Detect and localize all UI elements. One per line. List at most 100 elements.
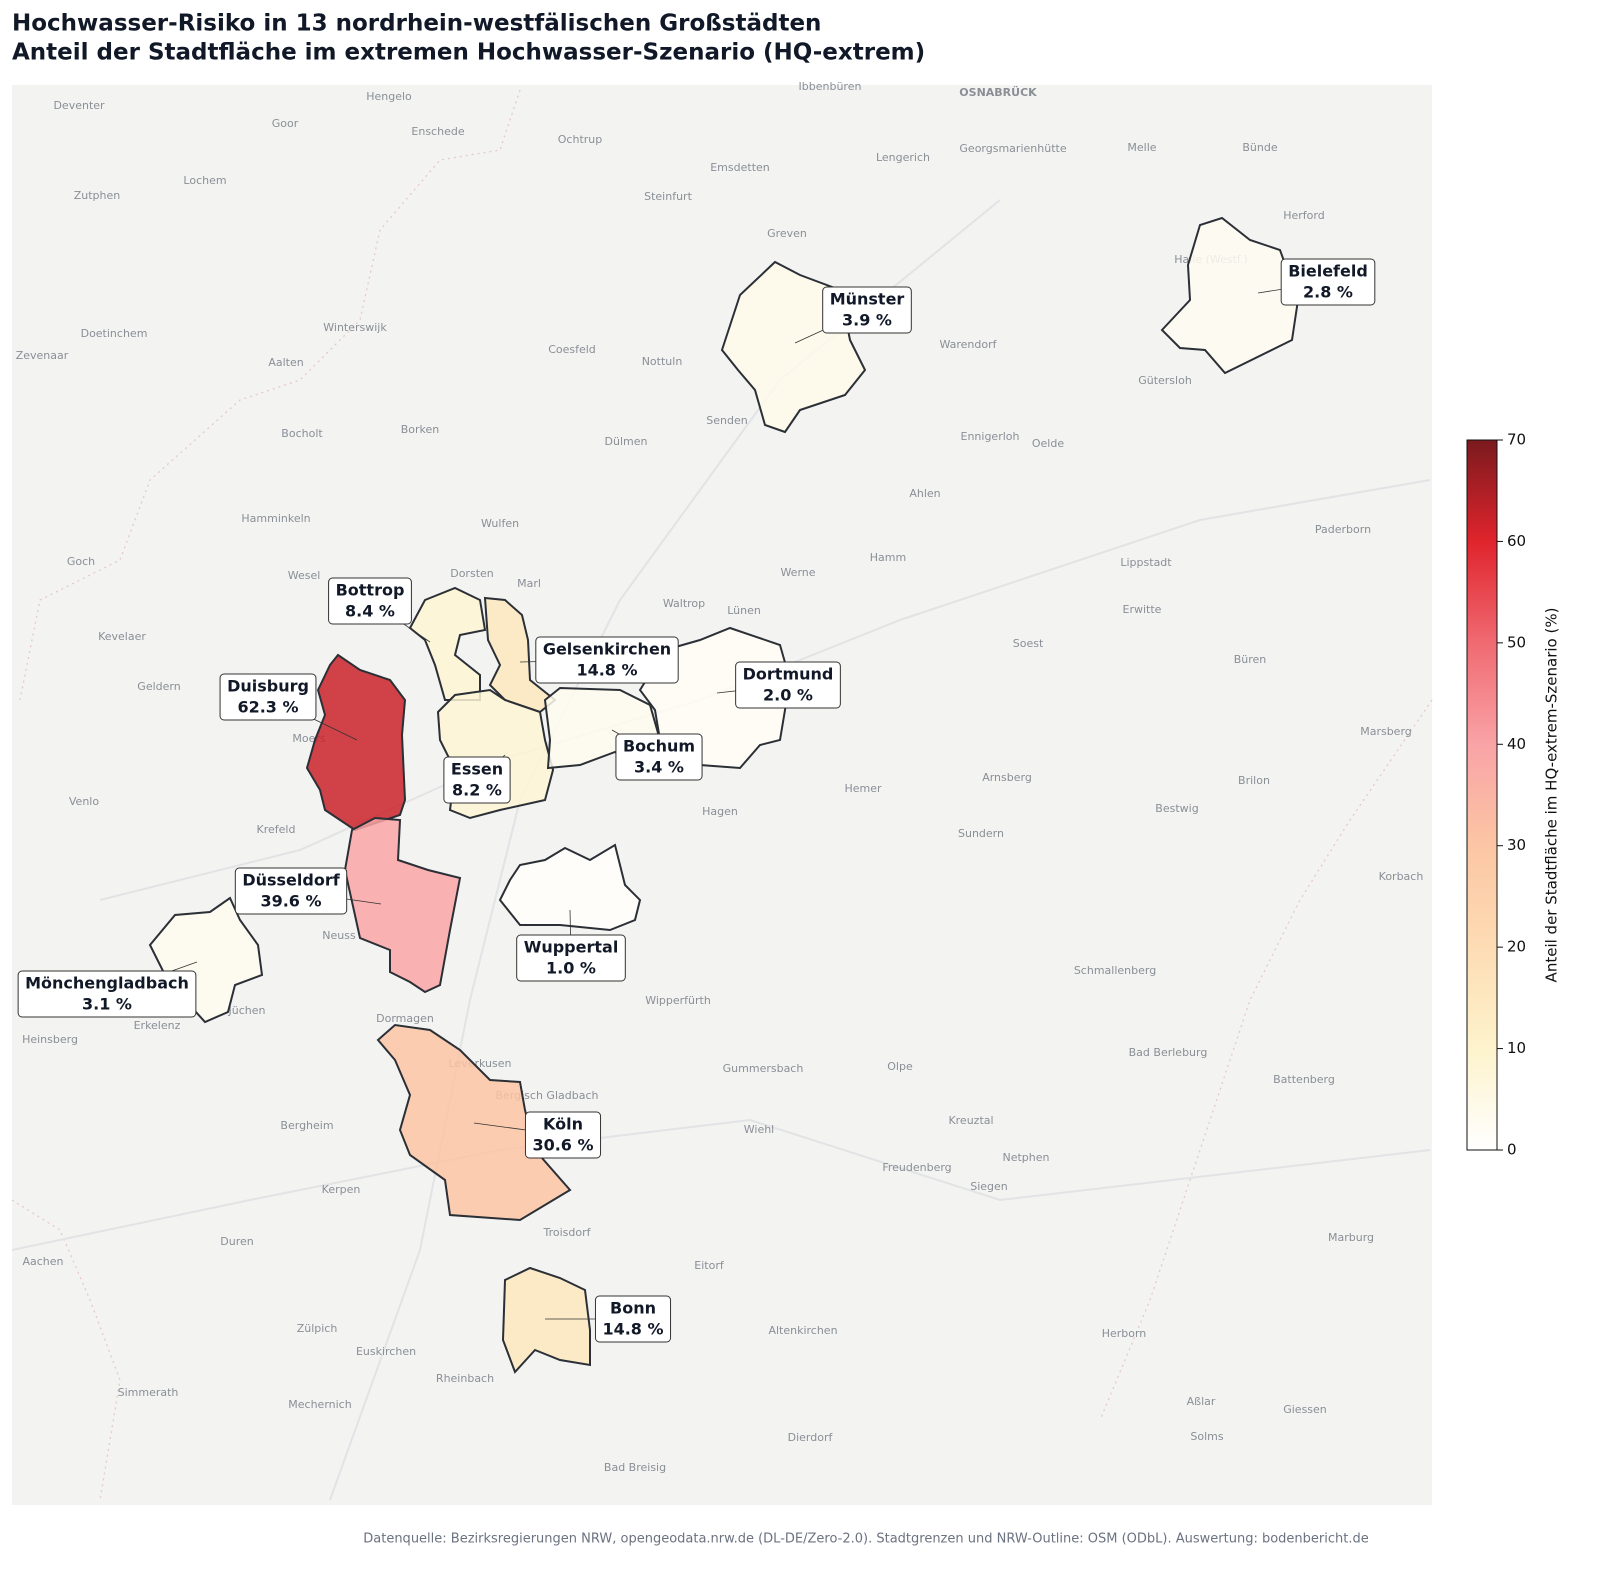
place-label: Erkelenz [134,1019,181,1032]
city-name: Bottrop [336,581,405,600]
place-label: Kevelaer [98,630,146,643]
city-value: 3.1 % [82,995,132,1014]
place-label: Marsberg [1360,725,1412,738]
cities: Münster 3.9 % Bielefeld 2.8 % Bottrop 8.4 % Ge… [17,216,1376,1374]
label-box [1280,258,1376,306]
place-label: Oelde [1032,437,1064,450]
caption: Datenquelle: Bezirksregierungen NRW, ope… [363,1532,1368,1547]
place-label: Simmerath [118,1386,179,1399]
label-box [735,661,841,709]
borders [11,89,1433,1501]
place-label: Kreuztal [948,1114,993,1127]
place-label: Enschede [411,125,464,138]
place-label: Zülpich [297,1322,338,1335]
place-label: Ibbenbüren [799,80,862,93]
place-label: Erwitte [1123,603,1162,616]
place-labels: Deventer Hengelo Goor Enschede Ochtrup Ibbenb… [16,80,1424,1474]
place-label: OSNABRÜCK [959,85,1037,99]
place-label: Melle [1127,141,1156,154]
place-label: Eitorf [694,1259,725,1272]
place-label: Wesel [288,569,321,582]
place-label: Goor [272,117,299,130]
place-label: Bünde [1242,141,1277,154]
place-label: Borken [401,423,440,436]
place-label: Netphen [1002,1151,1049,1164]
place-label: Marburg [1328,1231,1374,1244]
city-value: 39.6 % [260,892,321,911]
city-area [1160,216,1300,375]
place-label: Büren [1234,653,1267,666]
label-box [219,673,317,721]
place-label: Jüchen [228,1004,266,1017]
place-label: Bergheim [280,1119,333,1132]
place-label: Bad Breisig [604,1461,666,1474]
place-label: Mechernich [288,1398,351,1411]
subtitle: Anteil der Stadtfläche im extremen Hochw… [12,40,925,66]
place-label: Herford [1283,209,1324,222]
city-value: 2.0 % [763,686,813,705]
place-label: Geldern [137,680,180,693]
colorbar [1466,439,1498,1151]
place-label: Schmallenberg [1074,964,1156,977]
place-label: Doetinchem [81,327,148,340]
place-label: Ennigerloh [961,430,1020,443]
label-box [524,1111,602,1159]
label-box [615,733,703,781]
city-name: Wuppertal [524,938,619,957]
place-label: Wipperfürth [645,994,711,1007]
city-name: Gelsenkirchen [543,640,671,659]
label-box [516,934,626,982]
place-label: Hamminkeln [241,512,310,525]
city-name: Bielefeld [1288,262,1368,281]
place-label: Emsdetten [710,161,770,174]
city-name: Bonn [610,1299,656,1318]
place-label: Lippstadt [1120,556,1172,569]
place-label: Siegen [970,1180,1008,1193]
place-label: Senden [706,414,747,427]
place-label: Warendorf [939,338,997,351]
title: Hochwasser-Risiko in 13 nordrhein-westfä… [12,11,821,37]
place-label: Hengelo [366,90,412,103]
place-label: Wulfen [481,517,519,530]
place-label: Dierdorf [788,1431,834,1444]
label-box [594,1295,672,1343]
place-label: Greven [767,227,807,240]
label-box [443,756,511,804]
city-name: Köln [543,1115,583,1134]
place-label: Werne [780,566,815,579]
place-label: Krefeld [257,823,296,836]
place-label: Bad Berleburg [1129,1046,1208,1059]
place-label: Arnsberg [982,771,1032,784]
place-label: Neuss [322,929,356,942]
city-value: 1.0 % [546,959,596,978]
city-value: 14.8 % [576,661,637,680]
city-area [498,843,642,932]
place-label: Dormagen [376,1012,434,1025]
city-name: Bochum [623,737,695,756]
label-box [535,636,679,684]
label-box [822,286,912,334]
city-value: 30.6 % [532,1136,593,1155]
label-box [17,970,197,1018]
colorbar-tick-label: 40 [1507,735,1526,753]
city-area [376,1023,572,1222]
place-label: Korbach [1379,870,1424,883]
place-label: Paderborn [1315,523,1371,536]
place-label: Altenkirchen [768,1324,837,1337]
city-name: Duisburg [227,677,309,696]
place-label: Aachen [22,1255,63,1268]
city-area [343,816,462,994]
place-label: Venlo [69,795,99,808]
place-label: Bocholt [281,427,323,440]
city-value: 14.8 % [602,1320,663,1339]
city-name: Dortmund [743,665,834,684]
city-value: 3.9 % [842,311,892,330]
place-label: Sundern [958,827,1004,840]
place-label: Goch [67,555,95,568]
place-label: Aalten [268,356,303,369]
place-label: Duren [220,1235,253,1248]
city-name: Düsseldorf [242,871,340,890]
place-label: Rheinbach [436,1372,494,1385]
place-label: Giessen [1283,1403,1327,1416]
colorbar-tick-label: 0 [1507,1141,1517,1159]
